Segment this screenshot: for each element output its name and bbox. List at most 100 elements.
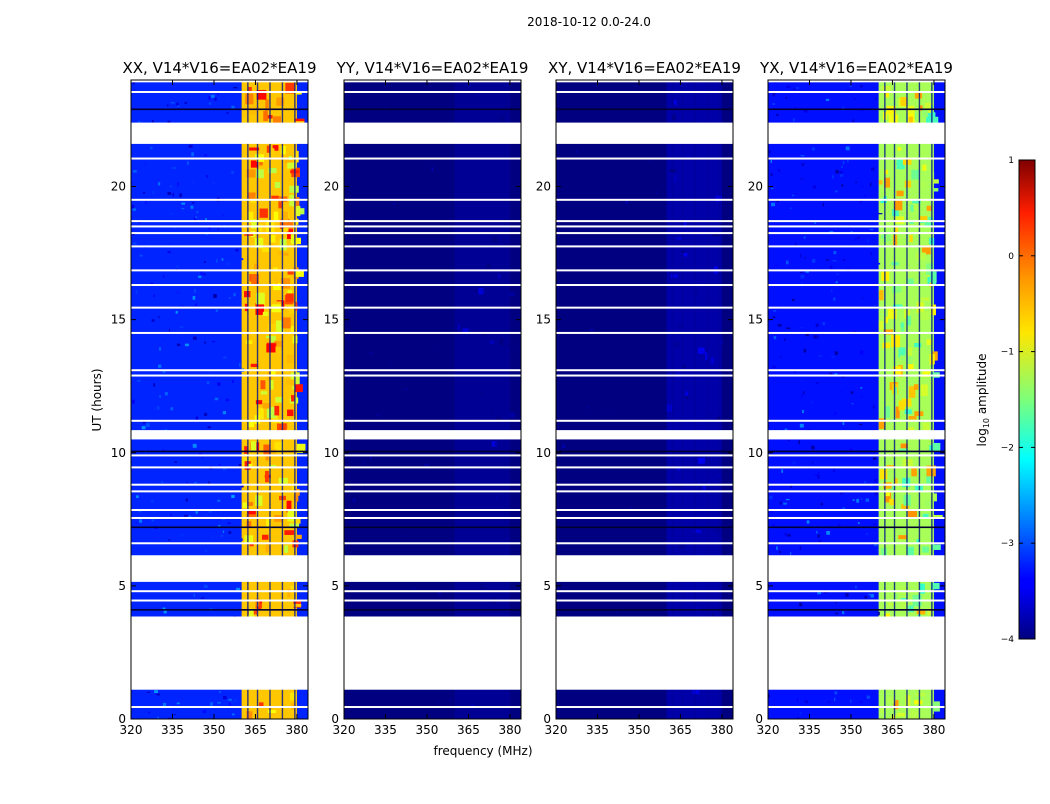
heatmap-cell: [770, 187, 774, 190]
heatmap-cell: [143, 162, 147, 165]
heatmap-cell: [846, 89, 851, 91]
x-tick-label: 350: [203, 723, 226, 737]
flagged-row: [131, 419, 308, 422]
heatmap-cell: [841, 184, 844, 187]
heatmap-cell: [164, 392, 168, 396]
heatmap-cell: [241, 484, 244, 488]
heatmap-cell: [796, 698, 799, 702]
flagged-row: [768, 220, 945, 223]
heatmap-cell: [790, 207, 792, 210]
flagged-row: [768, 374, 945, 377]
heatmap-cell: [858, 496, 861, 500]
heatmap-cell: [135, 290, 138, 294]
heatmap-cell: [158, 182, 161, 186]
heatmap-cell: [770, 159, 772, 163]
heatmap-cell: [159, 347, 161, 351]
heatmap-cell: [508, 292, 516, 297]
heatmap-cell: [799, 602, 803, 607]
heatmap-cell: [878, 320, 884, 330]
heatmap-cell: [879, 469, 888, 480]
heatmap-cell: [222, 214, 224, 217]
flagged-row: [131, 232, 308, 235]
heatmap-cell: [799, 712, 802, 714]
heatmap-cell: [151, 120, 154, 124]
flagged-row: [768, 90, 945, 93]
heatmap-cell: [296, 534, 302, 539]
heatmap-cell: [294, 270, 304, 277]
heatmap-cell: [192, 443, 197, 448]
heatmap-cell: [274, 441, 284, 454]
heatmap-cell: [862, 297, 864, 299]
heatmap-cell: [167, 717, 172, 719]
heatmap-cell: [889, 273, 895, 277]
channel-line: [681, 80, 684, 719]
heatmap-cell: [289, 692, 297, 701]
heatmap-cell: [506, 344, 514, 347]
heatmap-cell: [878, 418, 886, 429]
x-axis-label: frequency (MHz): [433, 744, 532, 758]
heatmap-cell: [772, 316, 776, 319]
heatmap-cell: [294, 384, 303, 393]
heatmap-cell: [208, 226, 211, 230]
heatmap-cell: [256, 292, 265, 305]
heatmap-cell: [262, 311, 269, 316]
heatmap-cell: [868, 593, 871, 596]
missing-time-range: [131, 430, 308, 440]
heatmap-image: [556, 80, 733, 719]
heatmap-cell: [170, 407, 174, 411]
heatmap-cell: [900, 96, 908, 106]
heatmap-cell: [201, 457, 205, 459]
heatmap-cell: [195, 216, 197, 219]
heatmap-cell: [162, 607, 166, 610]
heatmap-cell: [772, 365, 776, 368]
dark-row: [768, 609, 945, 611]
heatmap-cell: [200, 271, 203, 276]
heatmap-cell: [244, 232, 254, 236]
heatmap-cell: [836, 273, 839, 275]
heatmap-cell: [483, 165, 486, 174]
heatmap-cell: [177, 182, 179, 187]
heatmap-cell: [192, 295, 196, 300]
flagged-row: [768, 483, 945, 486]
flagged-row: [344, 508, 521, 511]
heatmap-cell: [772, 523, 775, 527]
heatmap-cell: [815, 519, 818, 522]
flagged-row: [344, 706, 521, 709]
channel-line: [931, 80, 933, 719]
heatmap-cell: [163, 609, 167, 614]
heatmap-cell: [250, 363, 259, 368]
heatmap-cell: [248, 87, 252, 92]
heatmap-cell: [477, 92, 481, 96]
heatmap-cell: [169, 212, 174, 215]
flagged-row: [131, 599, 308, 602]
heatmap-cell: [246, 514, 257, 519]
heatmap-cell: [801, 282, 803, 284]
heatmap-cell: [804, 700, 809, 704]
flagged-row: [768, 232, 945, 235]
heatmap-cell: [801, 394, 803, 398]
heatmap-cell: [839, 173, 844, 177]
heatmap-cell: [788, 533, 791, 535]
heatmap-cell: [286, 354, 294, 364]
channel-line: [294, 80, 296, 719]
heatmap-cell: [255, 495, 263, 506]
heatmap-cell: [448, 698, 453, 701]
panel-yx: YX, V14*V16=EA02*EA19 320 335 350 365 380 0 5 10…: [748, 59, 953, 737]
heatmap-cell: [403, 533, 406, 538]
heatmap-cell: [287, 510, 297, 522]
heatmap-cell: [270, 371, 276, 375]
heatmap-cell: [775, 265, 779, 268]
heatmap-cell: [591, 480, 595, 483]
heatmap-cell: [214, 397, 219, 401]
flagged-row: [556, 454, 733, 457]
heatmap-cell: [499, 338, 504, 346]
heatmap-cell: [880, 234, 885, 240]
heatmap-cell: [284, 530, 294, 535]
colorbar-label-sub: 10: [982, 418, 991, 428]
heatmap-cell: [784, 338, 786, 341]
heatmap-cell: [212, 340, 216, 343]
heatmap-cell: [430, 348, 434, 350]
heatmap-cell: [255, 400, 263, 405]
heatmap-cell: [195, 416, 199, 421]
heatmap-cell: [879, 612, 886, 619]
